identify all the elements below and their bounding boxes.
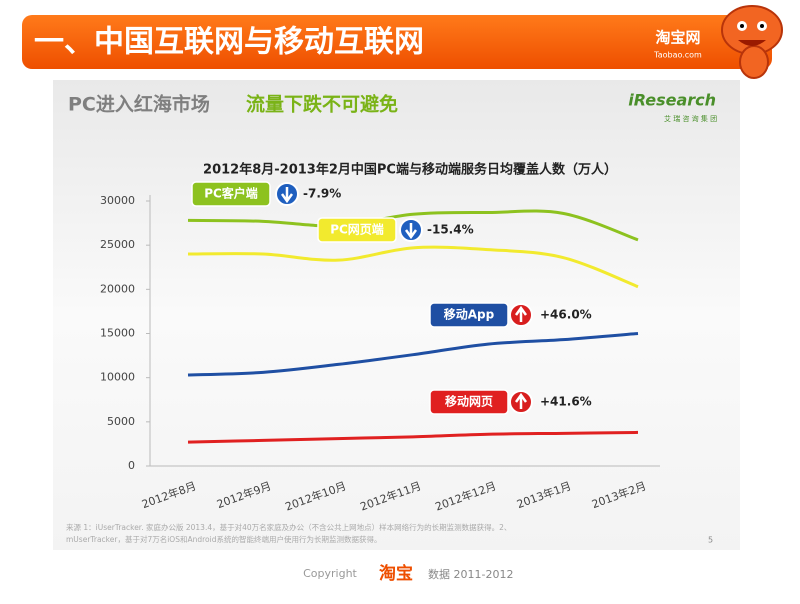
callout: 移动App +46.0% xyxy=(429,302,592,328)
y-tick-label: 25000 xyxy=(100,238,135,251)
trend-arrow xyxy=(280,187,294,204)
y-tick-label: 20000 xyxy=(100,282,135,295)
trend-arrow xyxy=(514,305,528,322)
footer-text: 数据 2011-2012 xyxy=(428,567,513,581)
change-label: -15.4% xyxy=(427,223,474,237)
slide-panel xyxy=(53,80,740,550)
series-line xyxy=(187,209,639,242)
legend-box xyxy=(317,217,397,243)
series-line xyxy=(187,332,639,377)
callout: 移动网页 +41.6% xyxy=(429,389,592,415)
change-label: -7.9% xyxy=(303,187,341,201)
legend-box xyxy=(429,302,509,328)
logo-sub: Taobao.com xyxy=(653,51,702,60)
source: mUserTracker，基于对7万名iOS和Android系统的智能终端用户使… xyxy=(66,534,381,544)
trend-arrow xyxy=(514,392,528,409)
legend-box xyxy=(429,389,509,415)
brand-sub: 艾 瑞 咨 询 集 团 xyxy=(664,114,717,123)
banner-title: 一、中国互联网与移动互联网 xyxy=(34,25,424,60)
legend-box xyxy=(191,181,271,207)
page-number: 5 xyxy=(708,536,713,545)
y-tick-label: 30000 xyxy=(100,194,135,207)
slide-heading: PC进入红海市场 xyxy=(68,93,210,116)
legend-label: PC客户端 xyxy=(204,186,258,201)
chart-title: 2012年8月-2013年2月中国PC端与移动端服务日均覆盖人数（万人） xyxy=(203,162,617,178)
brand: iResearch xyxy=(628,91,716,110)
banner xyxy=(22,15,772,69)
source: 来源 1：iUserTracker. 家庭办公版 2013.4，基于对40万名家… xyxy=(66,522,511,532)
legend-label: 移动网页 xyxy=(445,394,493,409)
change-label: +41.6% xyxy=(540,395,592,409)
trend-arrow xyxy=(404,223,418,240)
callout: PC客户端 -7.9% xyxy=(191,181,341,207)
y-tick-label: 5000 xyxy=(107,415,135,428)
y-tick-label: 0 xyxy=(128,459,135,472)
series-line xyxy=(187,430,639,444)
legend-label: 移动App xyxy=(444,307,495,322)
change-label: +46.0% xyxy=(540,308,592,322)
y-tick-label: 15000 xyxy=(100,327,135,340)
footer-copyright: Copyright xyxy=(303,567,357,580)
mascot xyxy=(721,5,783,79)
logo: 淘宝网 xyxy=(654,29,700,47)
y-tick-label: 10000 xyxy=(100,371,135,384)
callout: PC网页端 -15.4% xyxy=(317,217,474,243)
slide-subheading: 流量下跌不可避免 xyxy=(246,93,398,116)
footer-brand: 淘宝 xyxy=(379,563,413,584)
legend-label: PC网页端 xyxy=(330,222,384,237)
series-line xyxy=(187,245,639,289)
